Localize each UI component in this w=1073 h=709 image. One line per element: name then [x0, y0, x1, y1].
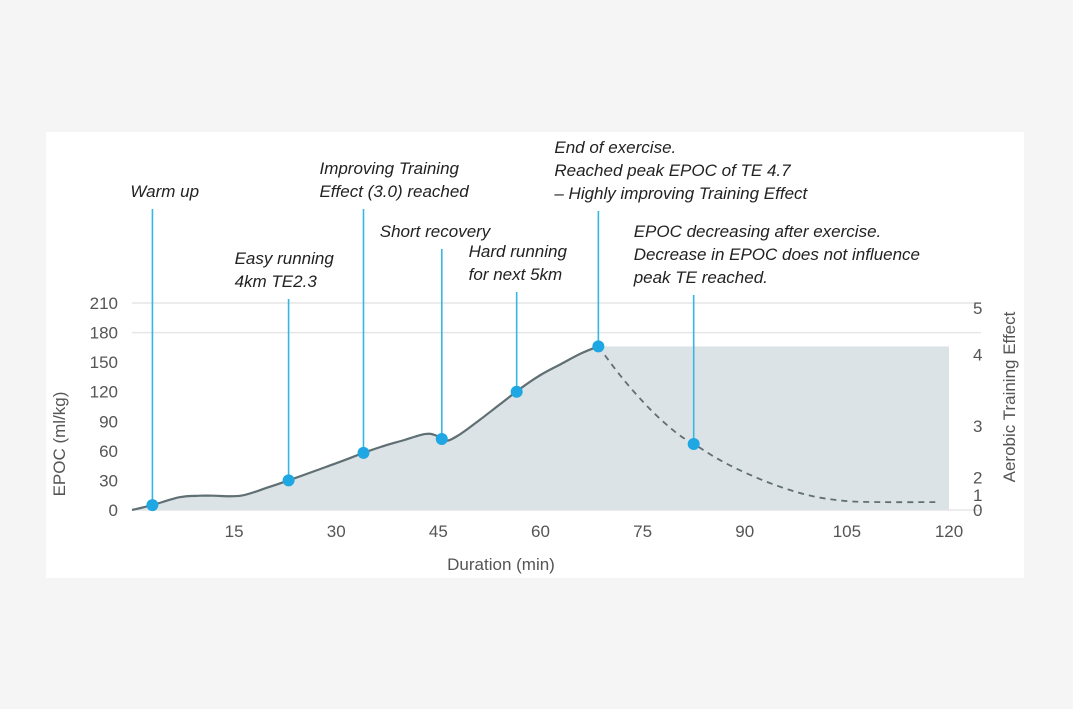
epoc-line-exercise	[131, 345, 599, 512]
tick-layer: 15 30 45 60 75 90 105 1200306090120150180210012…	[90, 294, 983, 541]
annotation-text: Easy running 4km TE2.3	[235, 249, 335, 291]
epoc-line-recovery	[597, 345, 936, 504]
annotation-line: Reached peak EPOC of TE 4.7	[554, 161, 791, 180]
chart-card: 15 30 45 60 75 90 105 120 0 30 60 90 120 150 180 210 0 1 2…	[46, 132, 1024, 578]
annotation-line: Hard running	[469, 242, 568, 261]
annotation-marker	[592, 340, 605, 353]
x-tick-label: 105	[833, 522, 861, 541]
annotation-line: for next 5km	[469, 265, 563, 284]
marker-layer	[146, 340, 700, 512]
annotation-marker	[435, 433, 448, 446]
annotation-text: End of exercise. Reached peak EPOC of TE …	[553, 138, 808, 203]
epoc-area	[132, 346, 949, 510]
y2-tick-label: 1	[973, 486, 982, 505]
annotation-text: EPOC decreasing after exercise. Decrease …	[633, 222, 920, 287]
annotation-marker	[282, 474, 295, 487]
annotation-line: Easy running	[235, 249, 335, 268]
y-tick-label: 60	[99, 442, 118, 461]
y2-axis-label: Aerobic Training Effect	[1000, 311, 1019, 482]
y2-tick-label: 0	[973, 501, 982, 520]
y-tick-label: 0	[109, 501, 118, 520]
y-tick-label: 150	[90, 353, 118, 372]
annotation-text: Short recovery	[380, 222, 492, 241]
x-tick-label: 90	[735, 522, 754, 541]
annotation-layer: Warm up Easy running 4km TE2.3 Improving Tr…	[130, 138, 920, 291]
annotation-line: peak TE reached.	[633, 268, 768, 287]
x-tick-label: 75	[633, 522, 652, 541]
annotation-line: 4km TE2.3	[235, 272, 318, 291]
area-layer	[132, 346, 949, 510]
y-tick-label: 90	[99, 412, 118, 431]
annotation-line: Decrease in EPOC does not influence	[634, 245, 920, 264]
annotation-marker	[357, 446, 370, 459]
x-tick-label: 30	[327, 522, 346, 541]
annotation-text: Hard running for next 5km	[469, 242, 568, 284]
leader-layer	[151, 209, 695, 506]
y2-tick-label: 4	[973, 345, 982, 364]
annotation-line: Effect (3.0) reached	[319, 182, 469, 201]
annotation-line: Short recovery	[380, 222, 492, 241]
annotation-line: EPOC decreasing after exercise.	[634, 222, 882, 241]
annotation-line: Warm up	[130, 182, 199, 201]
x-axis-label: Duration (min)	[447, 555, 555, 574]
y2-tick-label: 5	[973, 299, 982, 318]
annotation-marker	[687, 437, 700, 450]
y2-tick-label: 3	[973, 417, 982, 436]
y-tick-label: 210	[90, 294, 118, 313]
epoc-chart: 15 30 45 60 75 90 105 1200306090120150180210012…	[50, 138, 1019, 574]
y-tick-label: 120	[90, 383, 118, 402]
y-tick-label: 180	[90, 324, 118, 343]
x-tick-label: 120	[935, 522, 963, 541]
y-axis-label: EPOC (ml/kg)	[50, 392, 69, 497]
annotation-marker	[146, 499, 159, 512]
y2-tick-label: 2	[973, 468, 982, 487]
x-tick-label: 45	[429, 522, 448, 541]
annotation-line: – Highly improving Training Effect	[553, 184, 808, 203]
annotation-line: End of exercise.	[554, 138, 676, 157]
annotation-line: Improving Training	[319, 159, 459, 178]
annotation-marker	[510, 385, 523, 398]
y-tick-label: 30	[99, 471, 118, 490]
annotation-text: Improving Training Effect (3.0) reached	[319, 159, 469, 201]
line-layer	[131, 345, 936, 512]
annotation-text: Warm up	[130, 182, 199, 201]
x-tick-label: 60	[531, 522, 550, 541]
x-tick-label: 15	[225, 522, 244, 541]
